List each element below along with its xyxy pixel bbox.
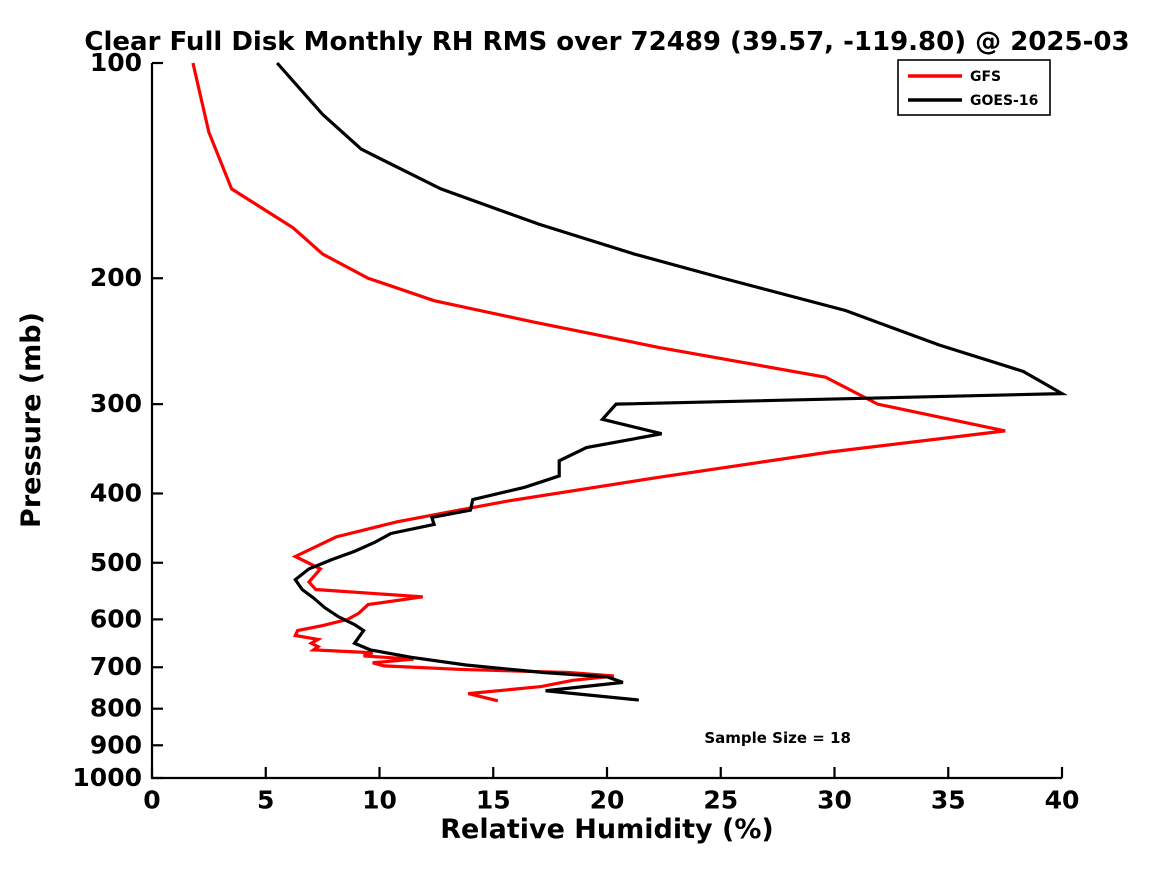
legend-frame (897, 59, 1051, 116)
x-tick-label: 30 (817, 785, 852, 814)
y-tick-label: 200 (90, 263, 142, 292)
annotations-group: Sample Size = 18 (704, 729, 851, 747)
series-line-goes-16 (275, 61, 1068, 702)
data-series-group (191, 61, 1068, 703)
x-tick-label: 5 (257, 785, 274, 814)
series-line-gfs (191, 62, 1006, 703)
y-tick-label: 500 (90, 548, 142, 577)
axis-spines (150, 63, 1062, 780)
x-tick-label: 0 (143, 785, 160, 814)
y-tick-label: 300 (90, 389, 142, 418)
y-axis-ticks: 100 200 300 400 500 600 700 800 900 1000 (72, 48, 163, 792)
x-tick-label: 40 (1045, 785, 1080, 814)
page-title: Clear Full Disk Monthly RH RMS over 7248… (84, 27, 1129, 57)
x-tick-label: 25 (703, 785, 738, 814)
x-tick-label: 20 (590, 785, 625, 814)
y-tick-label: 1000 (72, 763, 142, 792)
x-axis-title-group: Relative Humidity (%) (440, 814, 773, 845)
y-tick-label: 700 (90, 652, 142, 681)
y-axis-title-group: Pressure (mb) (16, 312, 47, 528)
x-tick-label: 10 (362, 785, 397, 814)
legend-label-gfs: GFS (970, 69, 1001, 85)
x-axis-title: Relative Humidity (%) (440, 814, 773, 845)
y-tick-label: 800 (90, 694, 142, 723)
sample-size: Sample Size = 18 (704, 729, 851, 747)
chart-legend[interactable]: GFS GOES-16 (897, 59, 1051, 116)
axis-frame (150, 63, 1062, 780)
chart-title-group: Clear Full Disk Monthly RH RMS over 7248… (84, 27, 1129, 57)
y-tick-label: 100 (90, 48, 142, 77)
y-tick-label: 600 (90, 604, 142, 633)
legend-label-goes16: GOES-16 (970, 93, 1038, 109)
x-tick-label: 35 (931, 785, 966, 814)
x-axis-ticks: 0 5 10 15 20 25 30 35 40 (143, 767, 1079, 814)
y-tick-label: 400 (90, 478, 142, 507)
y-tick-label: 900 (90, 730, 142, 759)
y-axis-title: Pressure (mb) (16, 312, 47, 528)
x-tick-label: 15 (476, 785, 511, 814)
